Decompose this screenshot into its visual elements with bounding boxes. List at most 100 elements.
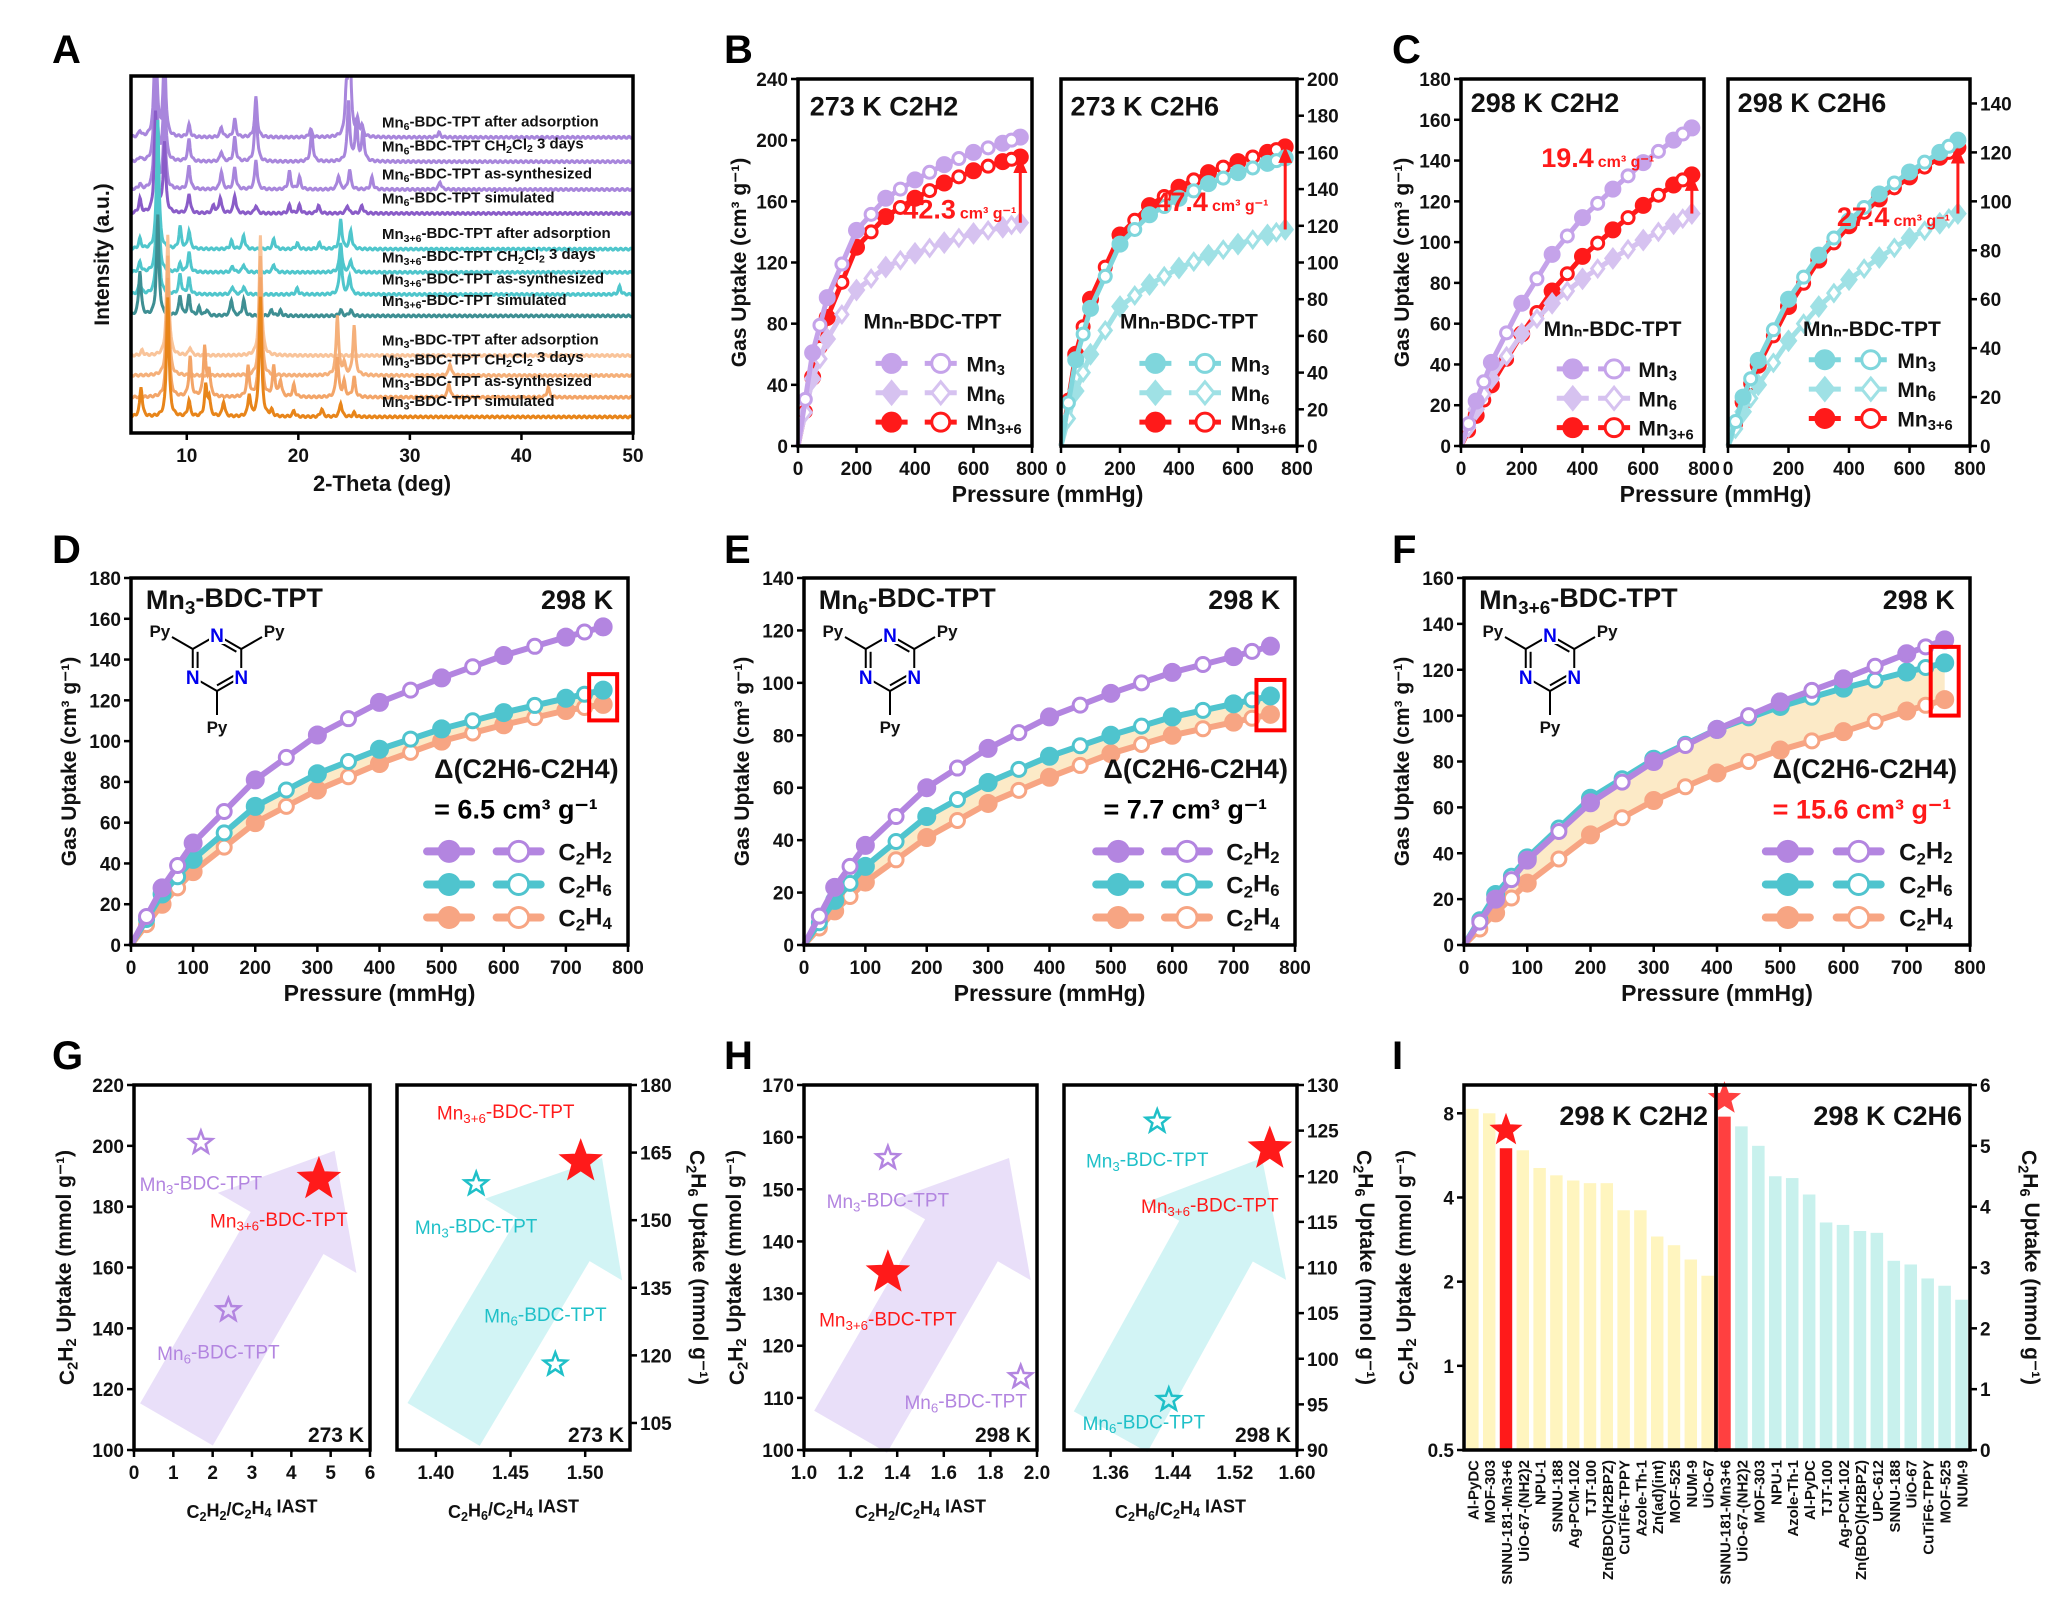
y-tick-label: 60 [773, 779, 794, 800]
atom-bg [1566, 668, 1583, 686]
filled-star-marker [865, 1249, 911, 1292]
y-tick-label: 80 [1430, 274, 1451, 295]
circle-marker [1529, 271, 1545, 287]
difference-unit: cm³ g⁻¹ [1212, 198, 1268, 215]
y-tick-label: 115 [1307, 1213, 1338, 1234]
circle-marker [1229, 164, 1247, 182]
circle-marker [1620, 210, 1636, 226]
legend-label: C2H6 [1899, 871, 1952, 902]
circle-marker [1935, 690, 1955, 710]
circle-marker [841, 874, 859, 892]
circle-marker [1513, 294, 1531, 312]
open-star-marker [873, 1142, 903, 1171]
y-tick-label: 80 [1980, 241, 2001, 262]
scatter-chart-G1: Mn3-BDC-TPT Mn3+6-BDC-TPT Mn6-BDC-TPT 0 1 2 3 4… [53, 1076, 375, 1524]
circle-marker [1517, 873, 1537, 893]
circle-marker [1847, 839, 1871, 863]
circle-marker [277, 781, 295, 799]
x-tick-label: 600 [488, 958, 520, 979]
plot-frame [1459, 77, 1706, 448]
pxrd-trace [131, 119, 633, 252]
y-tick-label: 180 [640, 1076, 672, 1097]
circle-marker [245, 796, 265, 816]
circle-marker [1133, 674, 1151, 692]
plot-frame [802, 1083, 1039, 1452]
x-tick-label: 800 [1688, 459, 1720, 480]
y-axis-label: Intensity (a.u.) [91, 183, 114, 325]
legend-title: Mnₙ-BDC-TPT [1544, 318, 1682, 341]
y-tick-label: 120 [1307, 1167, 1339, 1188]
delta-label: Δ(C2H6-C2H4) [1773, 754, 1957, 784]
atom-bg [233, 668, 250, 686]
filled-star-marker [558, 1138, 603, 1181]
circle-marker [1917, 154, 1933, 170]
circle-marker [277, 748, 295, 766]
circle-marker [245, 813, 265, 833]
diamond-marker [1529, 308, 1545, 330]
x-tick-label: 600 [1828, 958, 1860, 979]
y-tick-label: 4 [1980, 1198, 1991, 1219]
diamond-marker [1140, 273, 1159, 296]
x-tick-label: 500 [426, 958, 458, 979]
plot-frame [1726, 77, 1972, 448]
circle-marker [1776, 872, 1800, 896]
atom-bg [1517, 668, 1534, 686]
diamond-marker [1561, 384, 1584, 412]
category-label: UiO-67 [1904, 1460, 1921, 1508]
circle-marker [948, 811, 966, 829]
circle-marker [892, 181, 908, 197]
point-label: Mn6-BDC-TPT [904, 1392, 1027, 1416]
bar [1566, 1180, 1580, 1450]
scatter-chart-H2: Mn3-BDC-TPT Mn3+6-BDC-TPT Mn6-BDC-TPT 1.36 1… [1062, 1076, 1378, 1525]
circle-marker [1814, 407, 1836, 429]
open-star-marker [461, 1168, 492, 1197]
bar [1667, 1245, 1681, 1450]
isotherm-line [128, 624, 604, 947]
circle-marker [1040, 767, 1059, 787]
diamond-marker [892, 249, 909, 271]
circle-marker [906, 189, 924, 207]
circle-marker [1004, 151, 1020, 167]
x-tick-label: 600 [958, 459, 990, 480]
y-tick-label: 20 [1430, 396, 1451, 417]
y-tick-label: 60 [1307, 327, 1328, 348]
y-axis-label: Gas Uptake (cm³ g⁻¹) [1391, 657, 1414, 866]
x-tick-label: 1.36 [1092, 1463, 1129, 1484]
plot-frame [1062, 1083, 1299, 1452]
y-tick-label: 120 [1419, 192, 1451, 213]
y-tick-label: 0 [110, 936, 121, 957]
y-tick-label: 5 [1980, 1137, 1991, 1158]
circle-marker [1860, 407, 1882, 429]
atom-bg [209, 626, 225, 644]
y-tick-label: 40 [1430, 355, 1451, 376]
circle-marker [1004, 132, 1020, 148]
circle-marker [1620, 168, 1636, 184]
category-label: Ag-PCM-102 [1836, 1460, 1853, 1548]
bar [1870, 1232, 1884, 1450]
circle-marker [855, 835, 875, 855]
trace-label: Mn6-BDC-TPT CH2Cl2 3 days [382, 135, 584, 157]
temperature-label: 298 K [1235, 1424, 1291, 1447]
pxrd-chart: Mn6-BDC-TPT after adsorptionMn6-BDC-TPT … [91, 74, 644, 496]
x-tick-label: 600 [1156, 958, 1188, 979]
legend-label: Mn3+6 [1638, 418, 1693, 444]
trend-arrow [140, 1150, 357, 1446]
y-tick-label: 20 [1433, 890, 1454, 911]
legend-title: Mnₙ-BDC-TPT [1803, 318, 1941, 341]
x-tick-label: 1.8 [977, 1463, 1003, 1484]
x-axis-label: Pressure (mmHg) [952, 481, 1144, 507]
legend-title: Mnₙ-BDC-TPT [864, 311, 1002, 334]
circle-marker [1550, 850, 1568, 868]
circle-marker [1847, 905, 1871, 929]
circle-marker [930, 411, 952, 433]
difference-value: 42.3 [903, 194, 956, 224]
circle-marker [1467, 392, 1485, 410]
diamond-marker [1886, 237, 1903, 259]
x-axis-label: C2H6/C2H4 IAST [1115, 1497, 1246, 1525]
circle-marker [948, 791, 966, 809]
chart-title: Mn6-BDC-TPT [819, 583, 996, 619]
bar [1887, 1260, 1901, 1450]
diamond-marker [1170, 256, 1188, 280]
category-label: MOF-303 [1482, 1460, 1499, 1523]
diamond-marker [1156, 265, 1173, 287]
